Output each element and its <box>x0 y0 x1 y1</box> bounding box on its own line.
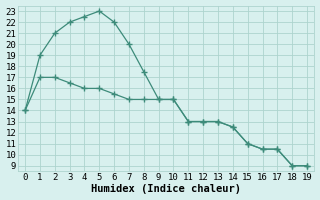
X-axis label: Humidex (Indice chaleur): Humidex (Indice chaleur) <box>91 184 241 194</box>
